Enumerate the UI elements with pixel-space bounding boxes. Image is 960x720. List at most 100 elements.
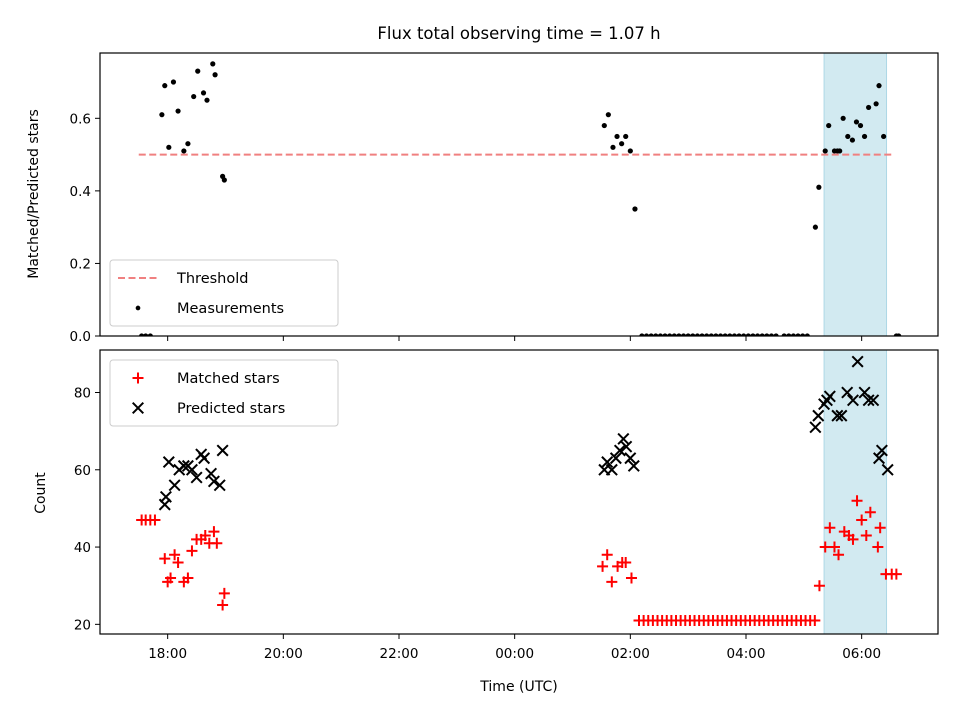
measurements-point [680,333,687,336]
matched-stars-point [860,529,872,541]
measurements-point [212,72,218,78]
measurements-point [601,122,607,129]
measurements-point [759,333,765,336]
measurements-point [139,333,145,336]
measurements-point [170,79,177,85]
x-tick-label: 22:00 [380,646,419,662]
predicted-stars-point [851,355,864,368]
x-tick-label: 02:00 [611,646,650,662]
legend-marker [131,401,145,415]
matched-stars-point [601,549,613,561]
measurements-point [826,122,832,129]
highlight-span [823,52,888,337]
matched-stars-point [824,522,836,534]
measurements-point [849,137,856,143]
matched-stars-point [182,572,194,584]
matched-stars-point [208,526,220,538]
matched-stars-point [847,533,859,545]
predicted-stars-point [831,409,844,422]
measurements-point [812,224,818,230]
measurements-point [619,141,625,147]
predicted-stars-point [177,459,190,472]
legend-box [109,359,339,427]
measurements-point [159,112,165,118]
x-tick-label: 18:00 [148,646,187,662]
measurements-point [768,333,775,336]
measurements-point [221,177,227,183]
measurements-point [690,333,696,336]
measurements-point [627,148,633,154]
measurements-point [781,333,787,336]
measurements-point [773,333,779,336]
measurements-point [195,68,201,74]
measurements-point [722,333,728,336]
legend-marker [132,372,144,384]
predicted-stars-point [846,394,859,407]
measurements-point [861,133,868,140]
legend-box [109,259,339,327]
measurements-point [795,333,801,336]
matched-stars-point [856,514,868,526]
measurements-point [764,333,770,336]
measurements-point [713,333,719,336]
matched-stars-point [169,549,181,561]
measurements-point [845,133,851,140]
measurements-point [667,333,673,336]
matched-stars-point [217,599,229,611]
measurements-point [191,93,197,100]
predicted-stars-point [207,475,220,488]
predicted-stars-point [609,452,622,465]
measurements-point [614,133,620,140]
y-tick-label: 60 [74,463,91,479]
matched-stars-point [864,506,876,518]
predicted-stars-point [873,452,886,465]
matched-stars-point [172,557,184,569]
matched-stars-point [606,576,618,588]
predicted-stars-point [867,394,880,407]
predicted-stars-point [875,444,888,457]
predicted-stars-point [617,432,630,445]
measurements-point [166,144,172,150]
legend-label: Predicted stars [177,401,285,417]
measurements-point [876,83,882,89]
measurements-point [881,133,887,140]
measurements-point [162,83,168,89]
measurements-point [717,333,724,336]
measurements-point [210,61,216,67]
measurements-point [671,333,677,336]
measurements-point [853,119,860,125]
measurements-point [857,122,864,129]
predicted-stars-point [613,444,626,457]
measurements-point [840,115,846,121]
measurements-point [639,333,645,336]
measurements-point [708,333,714,336]
measurements-point [866,104,872,111]
predicted-stars-point [601,456,614,469]
matched-stars-point [199,529,211,541]
axes-frame [99,349,939,635]
predicted-stars-point [159,490,172,503]
measurements-point [623,133,629,140]
predicted-stars-point [198,452,211,465]
y-tick-label: 20 [74,617,91,633]
top-y-axis-label: Matched/Predicted stars [26,109,42,279]
predicted-stars-point [823,390,836,403]
measurements-point [632,206,638,212]
matched-stars-point [149,514,161,526]
matched-stars-point [833,549,845,561]
measurements-point [731,333,738,336]
measurements-point [676,333,682,336]
matched-stars-point [620,557,632,569]
matched-stars-point [211,537,223,549]
measurements-point [653,333,659,336]
predicted-stars-point [162,456,175,469]
measurements-point [873,101,879,107]
matched-stars-point [851,495,863,507]
predicted-stars-point [835,409,848,422]
measurements-point [727,333,733,336]
predicted-stars-point [620,440,633,453]
measurements-point [175,108,181,114]
measurements-point [804,333,810,336]
bottom-panel: 20 40 60 80 18:00 20:00 22:00 00:00 02:00 04:00 06… [74,349,939,662]
